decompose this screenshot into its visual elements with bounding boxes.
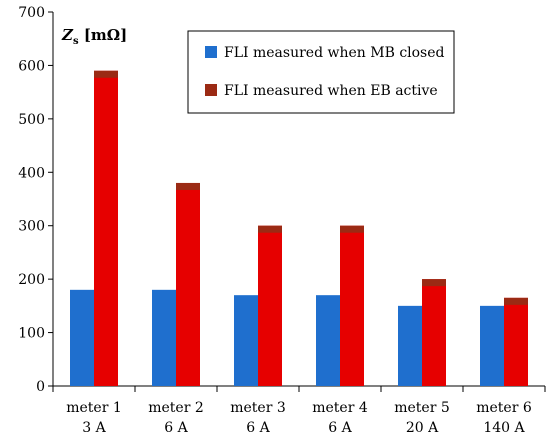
- legend-swatch-eb-active: [205, 84, 217, 96]
- legend-box: [187, 30, 455, 114]
- y-tick-label: 100: [18, 326, 45, 342]
- bar-eb-active-cap: [340, 225, 364, 233]
- x-category-sublabel: 3 A: [82, 420, 106, 436]
- bar-mb-closed: [70, 289, 94, 386]
- bar-eb-active: [422, 279, 446, 386]
- bar-mb-closed: [152, 289, 176, 386]
- x-axis: meter 1 3 A meter 2 6 A meter 3 6 A meter 4 6 A…: [52, 385, 546, 436]
- x-category-label: meter 1: [66, 400, 122, 416]
- bar-mb-closed: [480, 305, 504, 386]
- x-category-sublabel: 6 A: [164, 420, 188, 436]
- x-category-label: meter 6: [476, 400, 532, 416]
- legend-label-eb-active: FLI measured when EB active: [224, 83, 438, 99]
- x-category-label: meter 4: [312, 400, 368, 416]
- y-axis-label: Zs [mΩ]: [61, 26, 127, 47]
- y-tick-label: 500: [18, 112, 45, 128]
- x-category-sublabel: 140 A: [483, 420, 525, 436]
- bar-mb-closed: [316, 295, 340, 386]
- y-tick-label: 600: [18, 58, 45, 74]
- bar-eb-active-cap: [504, 297, 528, 305]
- y-axis: 0 100 200 300 400 500 600 700: [18, 5, 54, 395]
- bar-eb-active-cap: [176, 182, 200, 190]
- legend-swatch-mb-closed: [205, 46, 217, 58]
- bars: [70, 70, 528, 387]
- bar-eb-active: [258, 225, 282, 386]
- bar-eb-active-cap: [258, 225, 282, 233]
- x-category-label: meter 2: [148, 400, 204, 416]
- bar-eb-active: [504, 297, 528, 386]
- y-tick-label: 200: [18, 272, 45, 288]
- legend: FLI measured when MB closed FLI measured…: [187, 30, 455, 114]
- bar-eb-active: [340, 225, 364, 386]
- x-category-sublabel: 6 A: [328, 420, 352, 436]
- x-category-sublabel: 6 A: [246, 420, 270, 436]
- bar-eb-active-cap: [94, 70, 118, 78]
- y-tick-label: 400: [18, 165, 45, 181]
- y-tick-label: 300: [18, 219, 45, 235]
- x-category-label: meter 5: [394, 400, 450, 416]
- x-category-label: meter 3: [230, 400, 286, 416]
- y-tick-label: 0: [36, 379, 45, 395]
- x-category-sublabel: 20 A: [406, 420, 439, 436]
- bar-mb-closed: [234, 295, 258, 386]
- bar-eb-active: [94, 70, 118, 387]
- bar-eb-active: [176, 182, 200, 386]
- bar-eb-active-cap: [422, 279, 446, 287]
- legend-label-mb-closed: FLI measured when MB closed: [224, 45, 445, 61]
- bar-mb-closed: [398, 305, 422, 386]
- y-tick-label: 700: [18, 5, 45, 21]
